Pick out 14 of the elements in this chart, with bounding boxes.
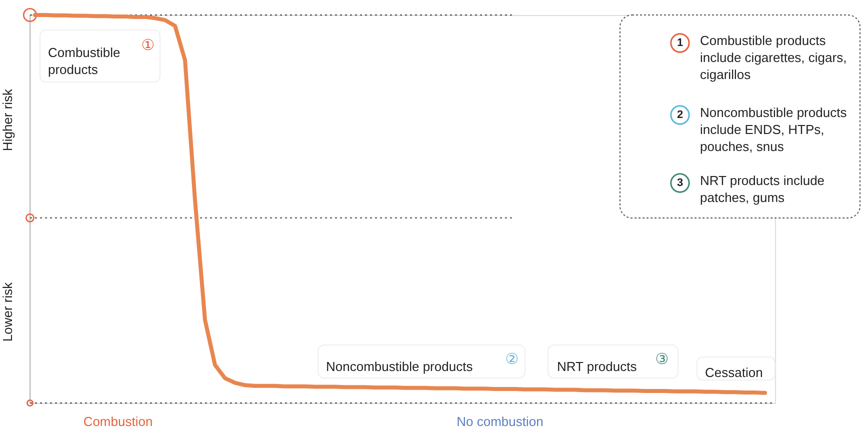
text: Higher risk [0, 88, 15, 152]
annotation: Noncombustible products include ENDS, HTPs, pouches, snus [700, 105, 848, 154]
annotation: NRT products include patches, gums [700, 173, 825, 205]
annotation: 1 [676, 37, 684, 49]
text: Lower risk [0, 282, 15, 342]
annotation: 3 [676, 177, 684, 189]
annotation: 2 [676, 109, 684, 121]
text: Combustible products ① [48, 36, 155, 77]
text: NRT products ③ [557, 350, 669, 374]
text: Combustion [83, 414, 153, 429]
text: Noncombustible products ② [326, 350, 519, 374]
text: No combustion [456, 414, 544, 429]
annotation: Cessation [705, 365, 763, 380]
annotation: Combustible products include cigarettes, cigars, cigarillos [700, 33, 847, 82]
